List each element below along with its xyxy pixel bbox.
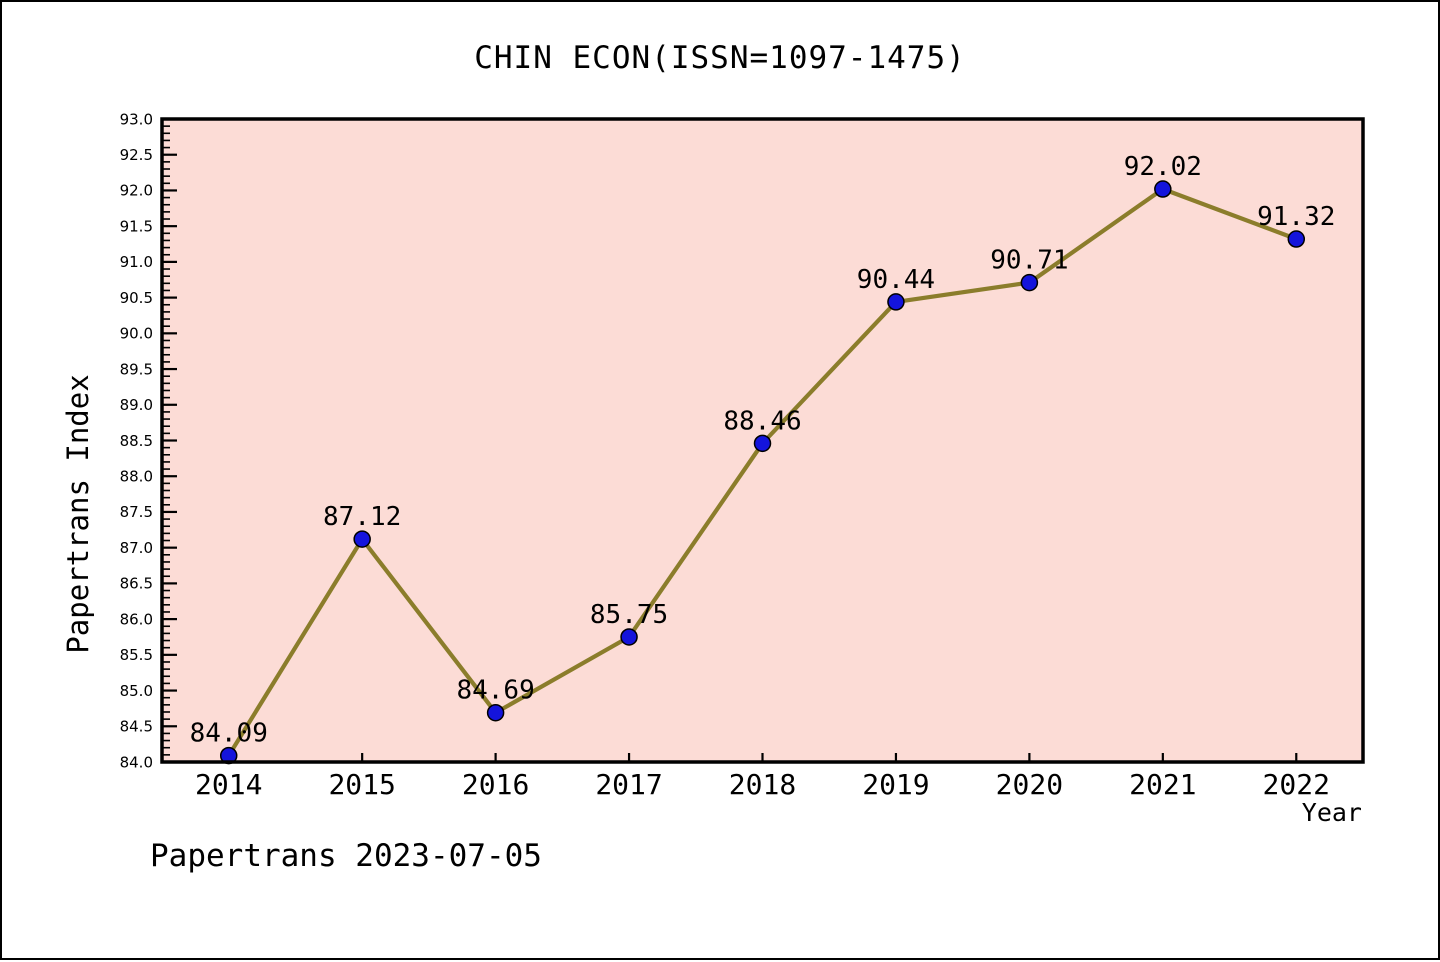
watermark-text: Papertrans 2023-07-05 — [150, 838, 542, 874]
y-tick-label: 91.5 — [120, 217, 153, 235]
y-tick-label: 85.5 — [120, 646, 153, 664]
y-tick-label: 86.5 — [120, 575, 153, 593]
y-tick-label: 87.5 — [120, 503, 153, 521]
data-point-label: 88.46 — [723, 406, 801, 436]
x-tick-label: 2014 — [195, 768, 262, 801]
x-axis-title: Year — [1301, 798, 1362, 827]
data-point-label: 87.12 — [323, 502, 401, 532]
x-tick-label: 2016 — [462, 768, 529, 801]
y-tick-label: 89.5 — [120, 360, 153, 378]
y-tick-label: 85.0 — [120, 682, 153, 700]
data-point-label: 90.44 — [857, 265, 935, 295]
data-point-marker — [753, 434, 772, 453]
plot-border — [160, 117, 1365, 764]
y-tick-label: 88.5 — [120, 432, 153, 450]
y-tick-label: 88.0 — [120, 467, 153, 485]
y-tick-label: 90.5 — [120, 289, 153, 307]
x-tick-label: 2018 — [729, 768, 796, 801]
x-tick-label: 2020 — [996, 768, 1063, 801]
data-point-marker — [620, 628, 638, 646]
y-tick-label: 84.0 — [120, 753, 153, 771]
data-point-label: 85.75 — [590, 600, 668, 630]
data-point-label: 84.69 — [456, 676, 534, 706]
data-point-label: 91.32 — [1257, 202, 1335, 232]
x-tick-label: 2019 — [862, 768, 929, 801]
y-tick-label: 91.0 — [120, 253, 153, 271]
chart-title: CHIN ECON(ISSN=1097-1475) — [474, 40, 966, 76]
data-point-marker — [1154, 180, 1172, 198]
x-tick-label: 2017 — [595, 768, 662, 801]
data-point-label: 90.71 — [990, 246, 1068, 276]
y-tick-label: 93.0 — [120, 110, 153, 128]
y-tick-label: 89.0 — [120, 396, 153, 414]
x-tick-label: 2021 — [1129, 768, 1196, 801]
data-point-marker — [353, 530, 371, 548]
y-tick-label: 90.0 — [120, 325, 153, 343]
data-point-label: 92.02 — [1124, 152, 1202, 182]
y-tick-label: 86.0 — [120, 610, 153, 628]
data-point-marker — [887, 293, 905, 311]
y-tick-label: 84.5 — [120, 718, 153, 736]
y-tick-label: 92.0 — [120, 182, 153, 200]
data-point-marker — [486, 703, 505, 722]
y-tick-label: 87.0 — [120, 539, 153, 557]
x-tick-label: 2015 — [328, 768, 395, 801]
x-tick-label: 2022 — [1263, 768, 1330, 801]
data-point-marker — [1287, 230, 1306, 248]
y-tick-label: 92.5 — [120, 146, 153, 164]
data-point-label: 84.09 — [190, 719, 268, 749]
data-point-marker — [1020, 273, 1039, 292]
